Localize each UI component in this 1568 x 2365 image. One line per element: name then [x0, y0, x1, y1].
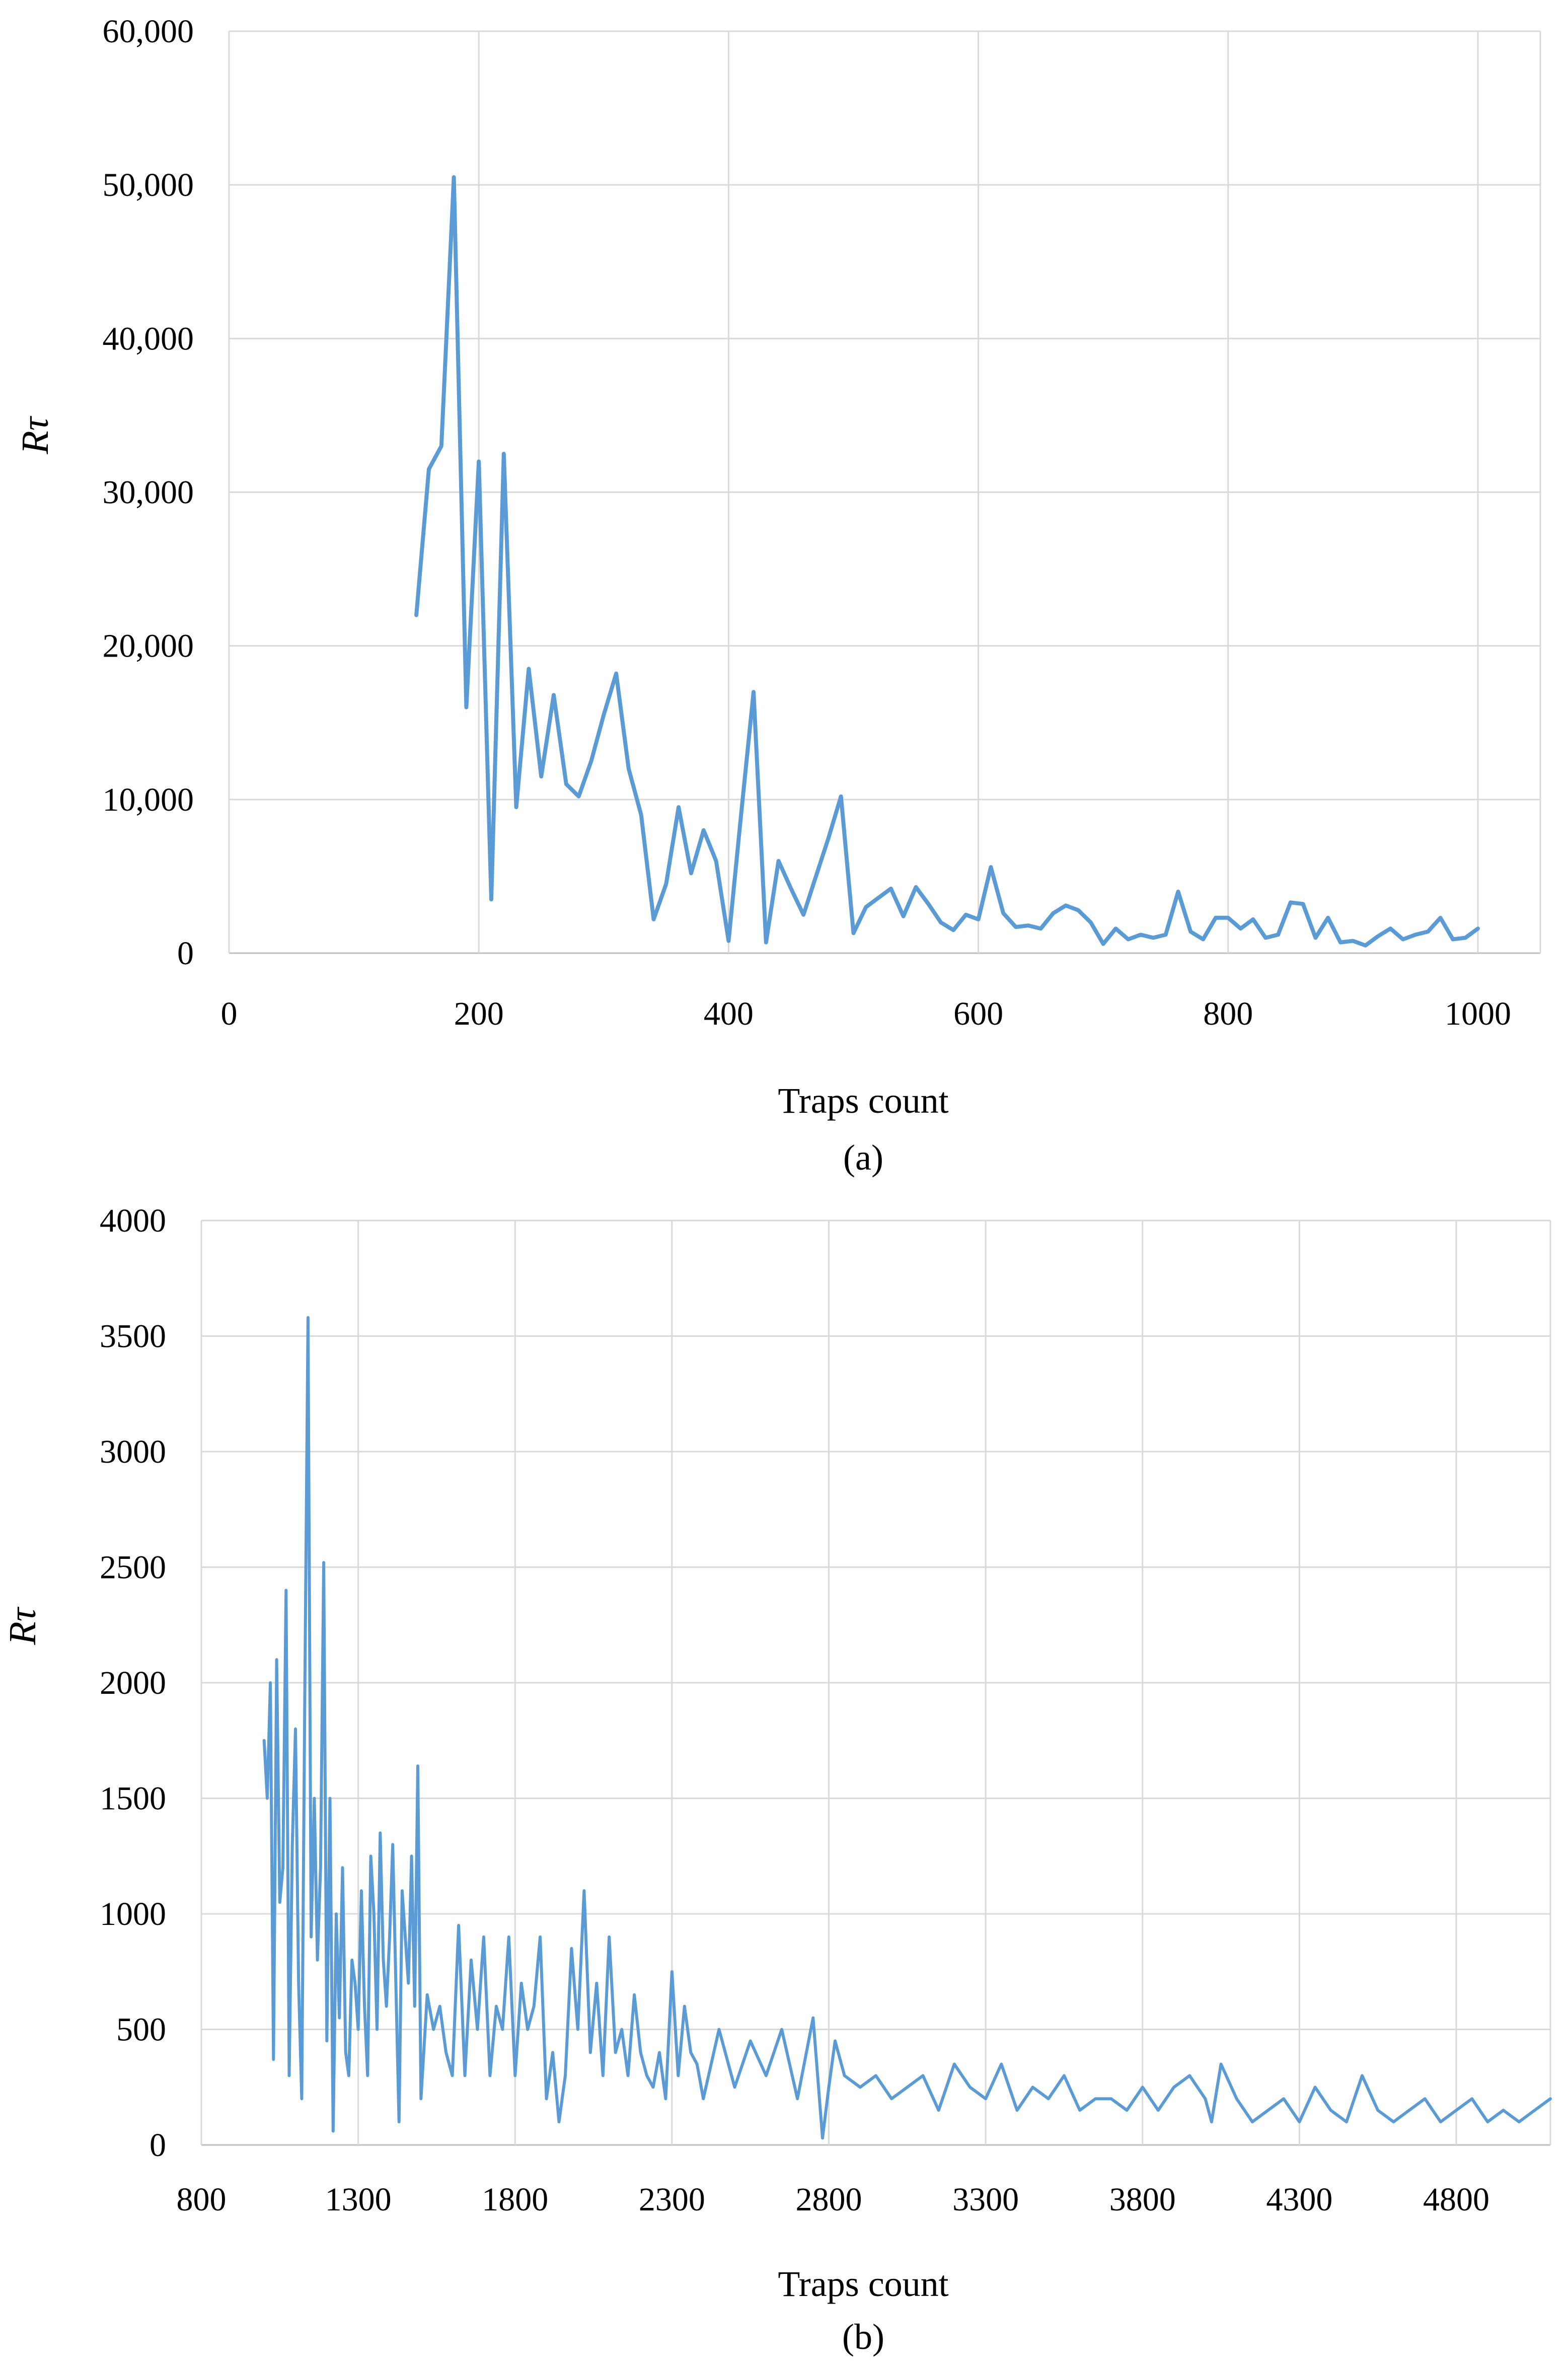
chart-b-caption: (b) [842, 2317, 884, 2357]
chart-a-y-tick-label: 0 [177, 935, 194, 972]
chart-b-series-line [262, 1316, 1552, 2140]
chart-b-x-tick-label: 4800 [1423, 2181, 1489, 2218]
chart-b-y-tick-label: 2500 [100, 1549, 166, 1586]
chart-a-x-tick-label: 600 [953, 995, 1003, 1032]
chart-b-y-tick-label: 3500 [100, 1318, 166, 1355]
chart-a-x-tick-label: 200 [454, 995, 504, 1032]
chart-b-series [262, 1316, 1552, 2140]
chart-b-x-tick-label: 3800 [1109, 2181, 1176, 2218]
chart-b-y-axis-title: Rτ [2, 1606, 44, 1645]
chart-a-y-tick-label: 60,000 [103, 13, 194, 50]
chart-a-y-axis-title: Rτ [14, 415, 56, 454]
chart-b-y-tick-label: 1000 [100, 1896, 166, 1932]
chart-a-x-ticks: 0 200 400 600 800 1000 [221, 995, 1511, 1032]
chart-a-x-axis-title: Traps count [778, 1081, 948, 1121]
chart-b-x-tick-label: 1300 [325, 2181, 392, 2218]
chart-a-series [414, 175, 1480, 948]
chart-b-y-tick-label: 3000 [100, 1434, 166, 1470]
chart-b-x-axis-title: Traps count [778, 2264, 948, 2304]
chart-b-y-tick-label: 0 [150, 2127, 166, 2164]
chart-b-y-tick-label: 500 [116, 2012, 166, 2048]
chart-b-y-tick-label: 2000 [100, 1665, 166, 1701]
chart-a-x-tick-label: 400 [704, 995, 754, 1032]
chart-b-x-tick-label: 1800 [482, 2181, 548, 2218]
chart-b-x-tick-label: 2300 [639, 2181, 705, 2218]
chart-b-x-ticks: 800 1300 1800 2300 2800 3300 3800 4300 4800 [177, 2181, 1490, 2218]
chart-a-grid [228, 30, 1541, 954]
chart-a-x-tick-label: 0 [221, 995, 238, 1032]
chart-b: 0 500 1000 1500 2000 2500 3000 3500 4000 800 1300… [2, 1202, 1552, 2357]
chart-a-x-tick-label: 800 [1203, 995, 1253, 1032]
chart-b-x-tick-label: 3300 [952, 2181, 1019, 2218]
chart-b-y-tick-label: 1500 [100, 1780, 166, 1817]
chart-a-series-line [414, 175, 1480, 948]
chart-b-y-ticks: 0 500 1000 1500 2000 2500 3000 3500 4000 [100, 1202, 166, 2164]
chart-b-y-tick-label: 4000 [100, 1202, 166, 1239]
chart-a-y-ticks: 0 10,000 20,000 30,000 40,000 50,000 60,000 [103, 13, 194, 972]
chart-a-y-tick-label: 50,000 [103, 167, 194, 203]
chart-a-y-tick-label: 10,000 [103, 781, 194, 818]
chart-a: 0 10,000 20,000 30,000 40,000 50,000 60,000 0 2… [14, 13, 1541, 1178]
chart-b-grid [200, 1220, 1551, 2146]
chart-a-y-tick-label: 30,000 [103, 474, 194, 511]
chart-b-x-tick-label: 800 [177, 2181, 227, 2218]
chart-a-caption: (a) [843, 1137, 883, 1178]
chart-a-y-tick-label: 40,000 [103, 320, 194, 357]
chart-a-x-tick-label: 1000 [1445, 995, 1511, 1032]
chart-a-y-tick-label: 20,000 [103, 628, 194, 665]
chart-b-x-tick-label: 2800 [796, 2181, 862, 2218]
chart-b-x-tick-label: 4300 [1266, 2181, 1332, 2218]
